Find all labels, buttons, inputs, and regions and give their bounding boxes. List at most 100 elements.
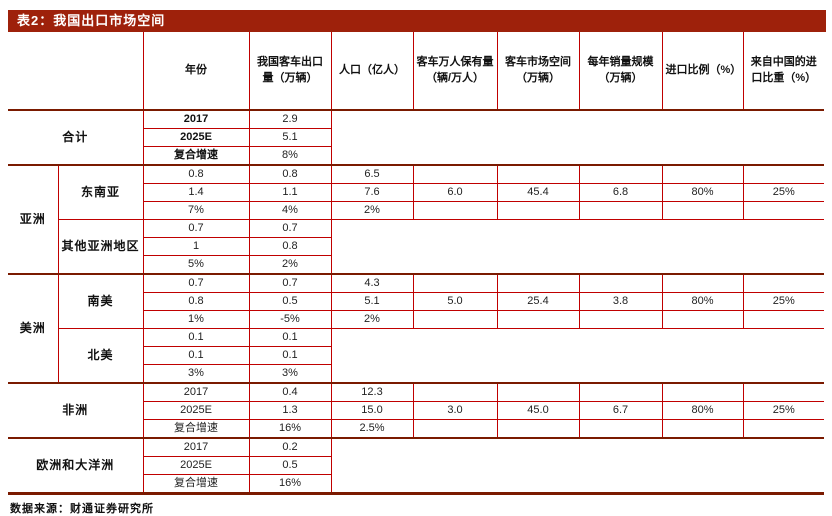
- value-cell: 4.3: [330, 273, 414, 293]
- year-cell: 2025E: [142, 128, 250, 147]
- value-cell: 0.5: [248, 456, 332, 475]
- value-cell: 5.0: [412, 292, 498, 311]
- subregion-label-other-asia: 其他亚洲地区: [57, 219, 144, 275]
- value-cell: 0.1: [142, 346, 250, 365]
- empty-merged-cell: [330, 328, 824, 384]
- value-cell: 1.4: [142, 183, 250, 202]
- year-cell: 复合增速: [142, 474, 250, 495]
- value-cell: 45.4: [496, 183, 580, 202]
- empty-cell: [742, 382, 824, 402]
- region-label-africa: 非洲: [8, 382, 144, 439]
- region-label-americas: 美洲: [8, 273, 59, 384]
- value-cell: 0.7: [248, 219, 332, 238]
- empty-cell: [412, 164, 498, 184]
- empty-cell: [661, 310, 744, 329]
- table-row: 亚洲 东南亚 0.8 0.8 6.5: [8, 164, 824, 275]
- col-header-year: 年份: [142, 32, 250, 111]
- value-cell: 0.7: [248, 273, 332, 293]
- value-cell: 45.0: [496, 401, 580, 420]
- col-header-bus-market-space: 客车市场空间（万辆）: [496, 32, 580, 111]
- value-cell: 2%: [330, 201, 414, 220]
- value-cell: 6.0: [412, 183, 498, 202]
- value-cell: 3.8: [578, 292, 663, 311]
- table-row: 0.1 0.1: [8, 346, 824, 365]
- value-cell: 0.8: [248, 164, 332, 184]
- value-cell: 6.8: [578, 183, 663, 202]
- year-cell: 2017: [142, 109, 250, 129]
- value-cell: 0.8: [142, 164, 250, 184]
- table-row: 欧洲和大洋洲 2017 0.2: [8, 437, 824, 495]
- value-cell: 2.5%: [330, 419, 414, 439]
- value-cell: 25%: [742, 292, 824, 311]
- subregion-label-south-america: 南美: [57, 273, 144, 329]
- table-title: 表2：我国出口市场空间: [17, 13, 166, 28]
- empty-cell: [742, 164, 824, 184]
- empty-cell: [661, 201, 744, 220]
- value-cell: 7%: [142, 201, 250, 220]
- table-row: 非洲 2017 0.4 12.3: [8, 382, 824, 439]
- value-cell: 2%: [248, 255, 332, 275]
- value-cell: 16%: [248, 419, 332, 439]
- empty-cell: [496, 201, 580, 220]
- empty-cell: [496, 419, 580, 439]
- year-cell: 2025E: [142, 456, 250, 475]
- empty-cell: [578, 164, 663, 184]
- value-cell: 0.1: [248, 328, 332, 347]
- year-cell: 复合增速: [142, 146, 250, 166]
- value-cell: 1.3: [248, 401, 332, 420]
- empty-cell: [412, 310, 498, 329]
- empty-cell: [496, 310, 580, 329]
- empty-cell: [578, 310, 663, 329]
- year-cell: 2017: [142, 382, 250, 402]
- table-row: 1.4 1.1 7.6 6.0 45.4 6.8 80% 25%: [8, 183, 824, 202]
- empty-cell: [578, 201, 663, 220]
- value-cell: 0.5: [248, 292, 332, 311]
- empty-cell: [412, 382, 498, 402]
- col-header-population: 人口（亿人）: [330, 32, 414, 111]
- value-cell: 5%: [142, 255, 250, 275]
- value-cell: 3%: [142, 364, 250, 384]
- empty-merged-cell: [330, 109, 824, 166]
- year-cell: 2017: [142, 437, 250, 457]
- empty-merged-cell: [330, 219, 824, 275]
- table-row: 复合增速 16%: [8, 474, 824, 495]
- header-corner-cell: [8, 32, 144, 111]
- empty-cell: [412, 273, 498, 293]
- value-cell: 5.1: [248, 128, 332, 147]
- col-header-import-ratio: 进口比例（%）: [661, 32, 744, 111]
- empty-cell: [661, 419, 744, 439]
- table-row: 1% -5% 2%: [8, 310, 824, 329]
- empty-cell: [578, 382, 663, 402]
- empty-cell: [661, 382, 744, 402]
- source-note: 数据来源：财通证券研究所: [10, 503, 154, 515]
- empty-cell: [412, 419, 498, 439]
- empty-cell: [661, 164, 744, 184]
- table-row: 合计 2017 2.9: [8, 109, 824, 166]
- year-cell: 复合增速: [142, 419, 250, 439]
- value-cell: 7.6: [330, 183, 414, 202]
- empty-cell: [742, 419, 824, 439]
- region-label-europe-oceania: 欧洲和大洋洲: [8, 437, 144, 495]
- empty-cell: [496, 273, 580, 293]
- export-market-table: 年份 我国客车出口量（万辆） 人口（亿人） 客车万人保有量（辆/万人） 客车市场…: [8, 32, 824, 495]
- table-row: 其他亚洲地区 0.7 0.7: [8, 219, 824, 275]
- value-cell: 6.5: [330, 164, 414, 184]
- value-cell: 1.1: [248, 183, 332, 202]
- value-cell: 0.8: [142, 292, 250, 311]
- col-header-china-bus-exports: 我国客车出口量（万辆）: [248, 32, 332, 111]
- empty-cell: [742, 201, 824, 220]
- empty-cell: [742, 310, 824, 329]
- empty-cell: [578, 419, 663, 439]
- value-cell: 3%: [248, 364, 332, 384]
- value-cell: 0.7: [142, 219, 250, 238]
- value-cell: 2%: [330, 310, 414, 329]
- value-cell: 0.2: [248, 437, 332, 457]
- value-cell: 1%: [142, 310, 250, 329]
- value-cell: 8%: [248, 146, 332, 166]
- table-row: 美洲 南美 0.7 0.7 4.3: [8, 273, 824, 384]
- value-cell: 1: [142, 237, 250, 256]
- value-cell: 25%: [742, 183, 824, 202]
- table-row: 北美 0.1 0.1: [8, 328, 824, 384]
- col-header-annual-sales-scale: 每年销量规模（万辆）: [578, 32, 663, 111]
- header-row: 年份 我国客车出口量（万辆） 人口（亿人） 客车万人保有量（辆/万人） 客车市场…: [8, 32, 824, 111]
